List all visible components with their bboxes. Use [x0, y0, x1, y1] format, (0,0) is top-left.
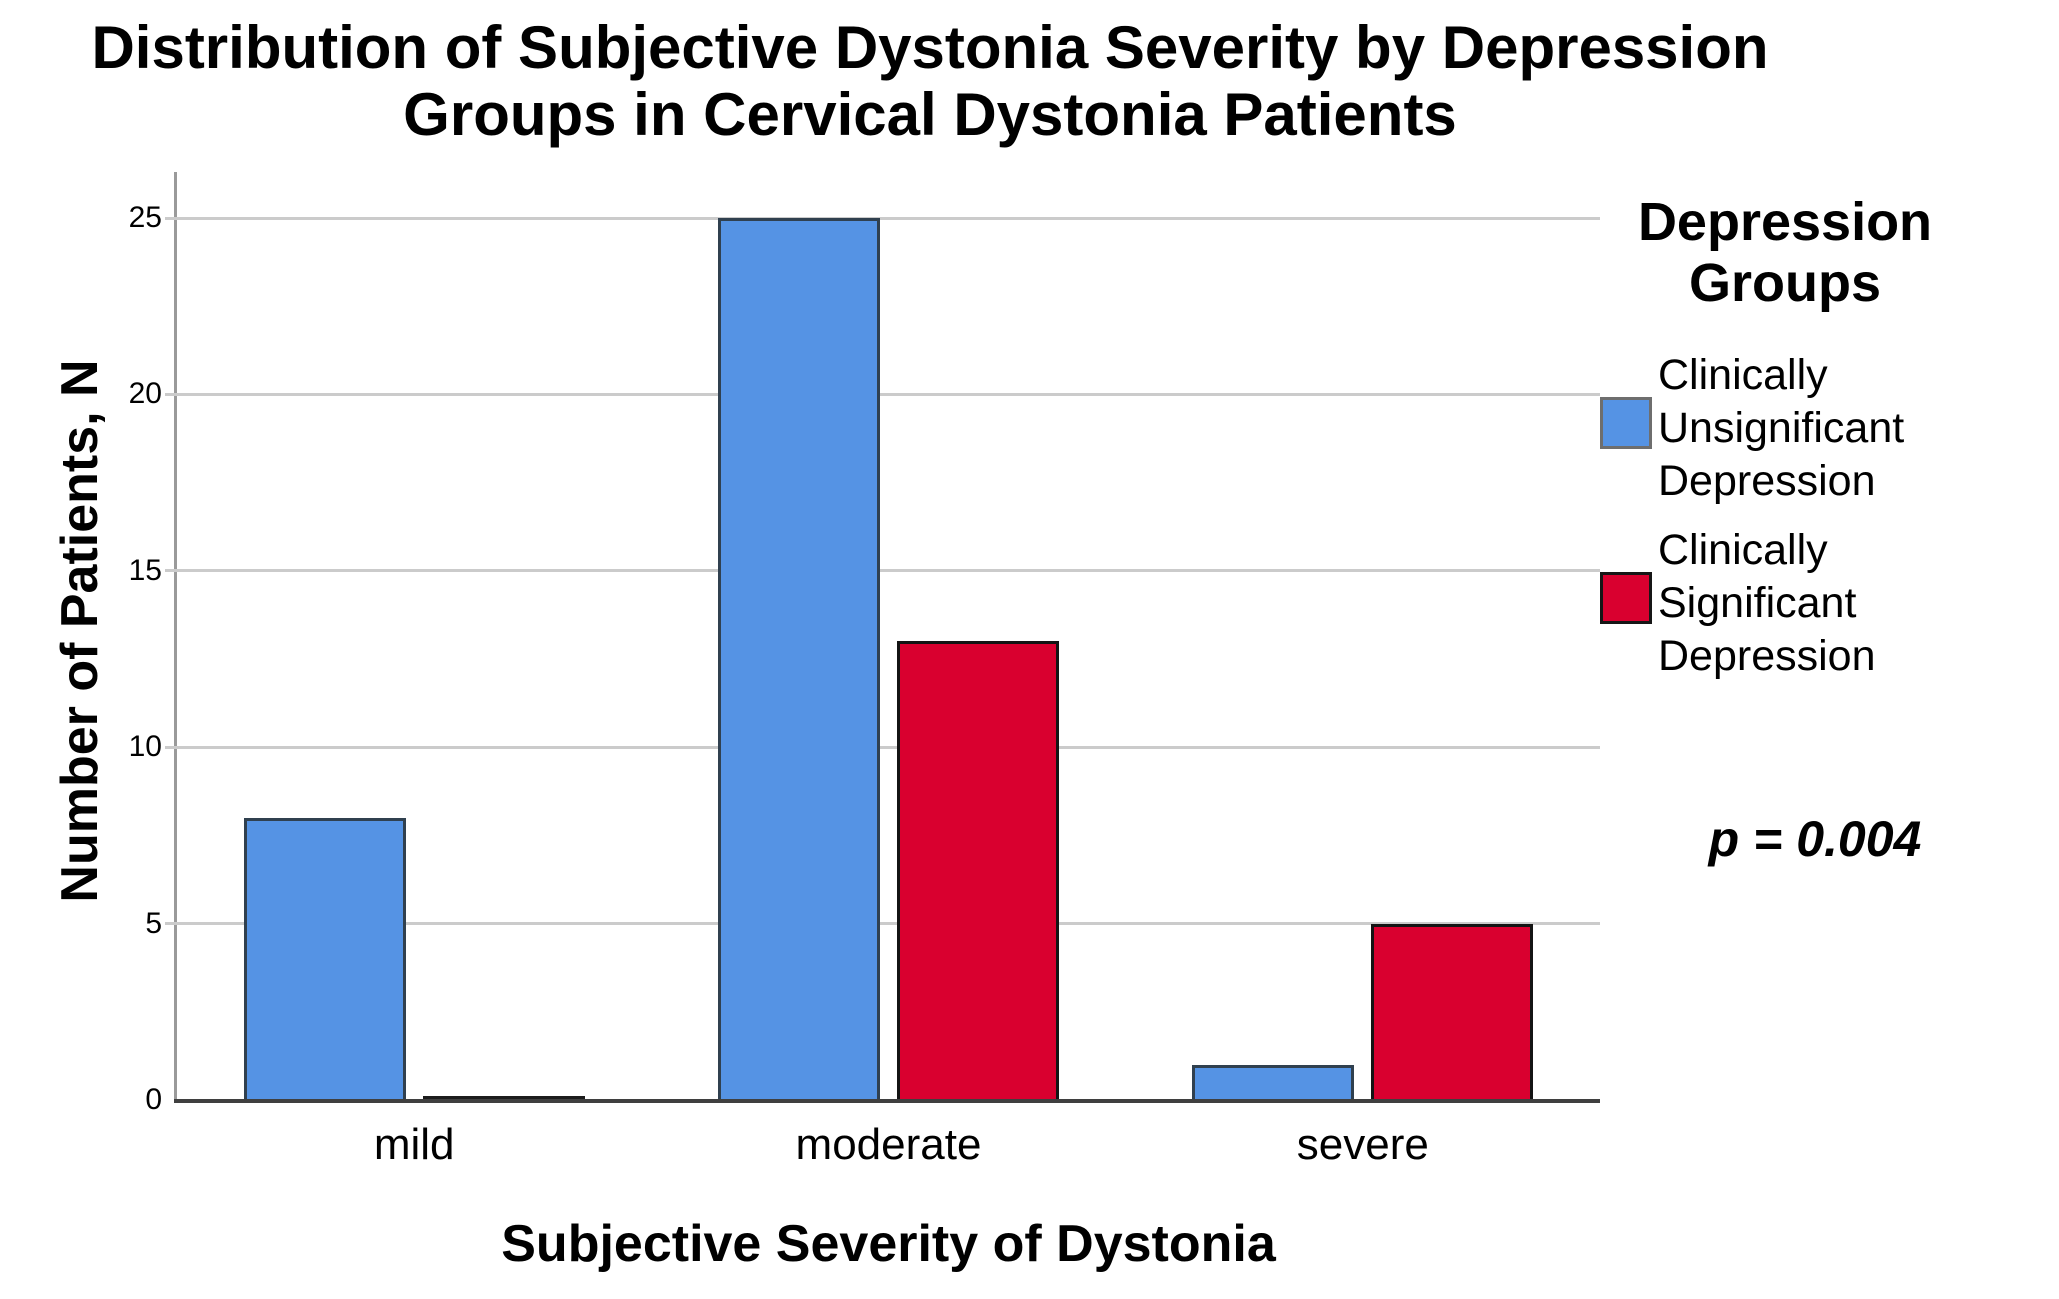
bar-severe-unsignificant [1192, 1065, 1355, 1100]
y-tick-label-0: 0 [145, 1083, 162, 1116]
gridline-5 [165, 922, 1600, 926]
y-tick-label-5: 5 [145, 906, 162, 940]
legend-swatch-red [1600, 572, 1652, 624]
bar-moderate-significant [897, 641, 1059, 1100]
legend-item-label-line: Depression [1658, 632, 1876, 680]
legend-title: Depression Groups [1612, 192, 1958, 314]
category-label-mild: mild [373, 1120, 455, 1169]
legend-item-label-line: Clinically [1658, 351, 1828, 399]
legend-item-label-line: Significant [1658, 579, 1857, 627]
y-tick-label-10: 10 [128, 730, 162, 764]
bar-severe-significant [1371, 924, 1534, 1100]
legend-title-line2: Groups [1688, 253, 1881, 313]
y-tick-label-20: 20 [128, 377, 162, 411]
category-label-moderate: moderate [795, 1120, 982, 1169]
chart-title-line1: Distribution of Subjective Dystonia Seve… [91, 14, 1769, 81]
legend-swatch-blue [1600, 397, 1652, 449]
legend-item-label-line: Depression [1658, 457, 1876, 505]
y-tick-label-25: 25 [128, 201, 162, 234]
chart-title-line2: Groups in Cervical Dystonia Patients [403, 81, 1457, 148]
gridline-15 [165, 569, 1600, 573]
y-axis-line [174, 172, 177, 1103]
chart-title: Distribution of Subjective Dystonia Seve… [0, 14, 1860, 148]
gridline-10 [165, 745, 1600, 749]
gridline-25 [165, 216, 1600, 220]
category-label-severe: severe [1296, 1120, 1429, 1169]
gridline-20 [165, 392, 1600, 396]
legend-title-line1: Depression [1637, 192, 1933, 252]
bar-moderate-unsignificant [718, 218, 880, 1100]
y-tick-label-15: 15 [128, 553, 162, 587]
plot-area: 0 5 10 15 20 25 mild moderate severe [129, 172, 1600, 1169]
legend-item-label: Clinically Unsignificant Depression [1658, 349, 1904, 508]
legend-item-label: Clinically Significant Depression [1658, 524, 1876, 683]
p-value-annotation: p = 0.004 [1708, 811, 1922, 867]
y-axis-title: Number of Patients, N [51, 359, 109, 903]
x-axis-title: Subjective Severity of Dystonia [501, 1215, 1276, 1273]
legend-item-unsignificant: Clinically Unsignificant Depression [1600, 349, 2040, 519]
x-axis-line [174, 1099, 1600, 1103]
legend-item-label-line: Clinically [1658, 526, 1828, 574]
bar-mild-unsignificant [243, 818, 406, 1100]
legend-item-significant: Clinically Significant Depression [1600, 524, 2040, 694]
legend-item-label-line: Unsignificant [1658, 404, 1905, 452]
